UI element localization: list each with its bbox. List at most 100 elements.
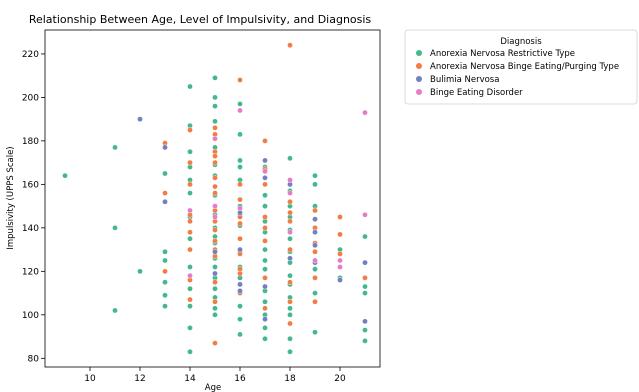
data-point [212,125,218,131]
y-tick-label: 200 [22,93,39,103]
data-point [262,192,268,199]
data-point [212,190,218,196]
data-point [62,172,68,179]
data-point [162,292,168,299]
data-point [337,231,343,238]
data-point [162,170,168,177]
data-point [212,305,218,312]
data-point [212,298,218,305]
legend-marker [416,63,422,69]
data-point [162,248,168,255]
data-point [312,257,318,264]
data-point [162,279,168,286]
data-point [287,298,293,305]
data-point [287,279,293,286]
data-point [187,235,193,242]
data-point [262,214,268,220]
data-point [187,264,193,270]
data-point [212,340,218,346]
data-point [162,268,168,275]
chart-title: Relationship Between Age, Level of Impul… [29,13,372,26]
y-axis-label: Impulsivity (UPPS Scale) [6,146,16,249]
data-point [362,275,368,281]
data-point [187,207,193,214]
legend: Diagnosis Anorexia Nervosa Restrictive T… [404,29,638,105]
legend-label: Anorexia Nervosa Restrictive Type [430,49,575,59]
data-point [237,196,243,203]
data-point [287,229,293,235]
data-point [337,214,343,220]
data-point [212,103,218,109]
data-point [237,235,243,242]
data-point [337,251,343,257]
y-axis: 80 100 120 140 160 180 200 220 [22,50,45,364]
data-point [287,246,293,253]
data-point [362,109,368,116]
data-point [212,118,218,125]
y-tick-label: 100 [22,311,39,321]
data-point [237,107,243,114]
x-axis: 10 12 14 16 18 20 [84,367,346,384]
data-point [287,209,293,216]
data-point [287,155,293,162]
data-point [362,290,368,296]
data-point [212,238,218,244]
data-point [287,235,293,242]
data-point [187,159,193,166]
data-point [162,257,168,264]
data-point [287,177,293,183]
legend-label: Binge Eating Disorder [430,88,523,98]
data-point [262,157,268,164]
data-point [287,272,293,279]
data-point [262,298,268,305]
legend-marker [416,50,422,56]
data-point [362,212,368,218]
data-point [212,183,218,190]
data-point [287,335,293,342]
data-point [237,331,243,338]
data-point [337,257,343,264]
data-point [162,303,168,309]
data-point [112,144,118,151]
legend-label: Anorexia Nervosa Binge Eating/Purging Ty… [430,62,619,72]
data-point [187,218,193,225]
x-axis-label: Age [205,383,221,392]
data-point [187,181,193,188]
data-point [237,303,243,309]
x-tick-label: 20 [334,374,346,384]
data-point [237,77,243,83]
x-tick-label: 16 [234,374,246,384]
data-point [212,248,218,255]
y-tick-label: 180 [22,137,39,147]
data-point [262,316,268,322]
data-point [262,225,268,231]
data-point [212,285,218,292]
data-point [187,246,193,253]
data-point [262,168,268,175]
legend-title: Diagnosis [500,37,542,47]
data-point [137,268,143,275]
data-point [262,238,268,244]
data-point [187,83,193,90]
x-tick-label: 12 [134,374,145,384]
data-point [262,266,268,272]
data-point [262,138,268,144]
data-point [212,175,218,181]
data-point [212,135,218,142]
data-point [312,248,318,255]
data-point [187,348,193,355]
data-point [262,257,268,264]
data-point [262,246,268,253]
data-point [212,312,218,318]
data-point [237,316,243,322]
data-point [137,116,143,122]
data-point [312,181,318,188]
data-point [362,283,368,290]
data-point [212,94,218,101]
data-point [237,288,243,294]
data-point [187,296,193,303]
y-tick-label: 80 [28,354,40,364]
legend-frame [404,29,638,105]
data-points [62,42,368,355]
